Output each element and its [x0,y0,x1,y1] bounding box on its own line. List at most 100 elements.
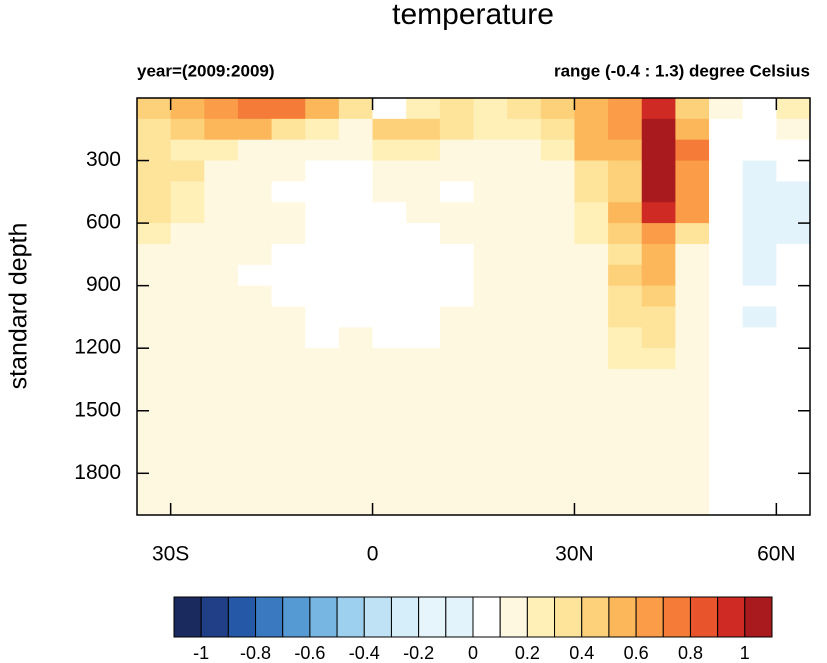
heat-cell [237,431,273,453]
heat-cell [439,202,474,224]
heat-cell [170,389,205,412]
heat-cell [439,389,474,412]
heat-cell [574,389,609,412]
heat-cell [372,160,407,182]
colorbar-label: -1 [193,643,209,663]
heat-cell [574,473,609,495]
colorbar-label: -0.2 [403,643,434,663]
heat-cell [675,494,710,516]
heat-cell [439,306,474,328]
heat-cell [439,452,474,474]
heat-cell [170,348,205,370]
heat-cell [574,243,609,266]
heat-cell [271,181,306,203]
heat-cell [709,327,744,349]
heat-cell [608,348,643,370]
heat-cell [608,264,643,287]
heat-cell [540,348,575,370]
heat-cell [271,98,306,120]
heat-cell [137,223,172,245]
heat-cell [271,431,306,453]
colorbar-box [227,596,257,638]
heat-cell [742,160,777,182]
heat-cell [709,181,744,203]
heat-cell [473,118,508,141]
colorbar-box [499,596,528,638]
heat-cell [507,494,542,516]
heat-cell [170,285,205,307]
heat-cell [237,98,273,120]
heat-cell [608,494,643,516]
heat-cell [608,285,643,307]
heat-cell [305,223,340,245]
heat-cell [237,139,273,162]
heat-cell [204,285,239,307]
heat-cell [406,181,441,203]
heat-cell [372,410,407,433]
heat-cell [271,348,306,370]
heat-cell [742,118,777,141]
heat-cell [305,98,340,120]
heat-cell [372,431,407,453]
heat-cell [338,202,374,224]
heat-cell [742,327,777,349]
heat-cell [406,118,441,141]
heat-cell [776,181,811,203]
heat-cell [204,223,239,245]
heat-cell [574,160,609,182]
x-tick-label: 30S [152,543,189,566]
heat-cell [641,410,676,433]
colorbar-box [173,596,202,638]
heat-cell [204,181,239,203]
heat-cell [574,327,609,349]
heat-cell [372,98,407,120]
heat-cell [372,369,407,391]
heat-cell [641,389,676,412]
heat-cell [776,139,811,162]
heat-cell [271,369,306,391]
heat-cell [271,285,306,307]
heat-cell [372,348,407,370]
heat-cell [776,389,811,412]
heat-cell [204,160,239,182]
heat-cell [271,139,306,162]
heat-cell [507,181,542,203]
heat-cell [338,285,374,307]
heat-cell [742,369,777,391]
heat-cell [137,306,172,328]
heat-cell [406,389,441,412]
heat-cell [574,223,609,245]
heat-cell [776,285,811,307]
heat-cell [439,348,474,370]
heat-cell [170,327,205,349]
heat-cell [338,410,374,433]
heat-cell [608,139,643,162]
heat-cell [574,118,609,141]
heat-cell [574,181,609,203]
heat-cell [675,452,710,474]
heat-cell [338,118,374,141]
heat-cell [170,494,205,516]
heat-cell [641,223,676,245]
heat-cell [540,118,575,141]
heat-cell [507,243,542,266]
heat-cell [776,369,811,391]
heat-cell [608,98,643,120]
heat-cell [338,98,374,120]
colorbar-box [309,596,338,638]
heat-cell [742,223,777,245]
heat-cell [776,202,811,224]
heat-cell [137,327,172,349]
heat-cell [776,473,811,495]
heat-cell [776,410,811,433]
heat-cell [776,452,811,474]
x-tick-label: 60N [757,543,796,566]
heat-cell [641,264,676,287]
heat-cell [338,264,374,287]
heat-cell [709,494,744,516]
heat-cell [372,181,407,203]
heat-cell [709,243,744,266]
y-tick-label: 1800 [74,461,121,484]
heat-cell [237,243,273,266]
